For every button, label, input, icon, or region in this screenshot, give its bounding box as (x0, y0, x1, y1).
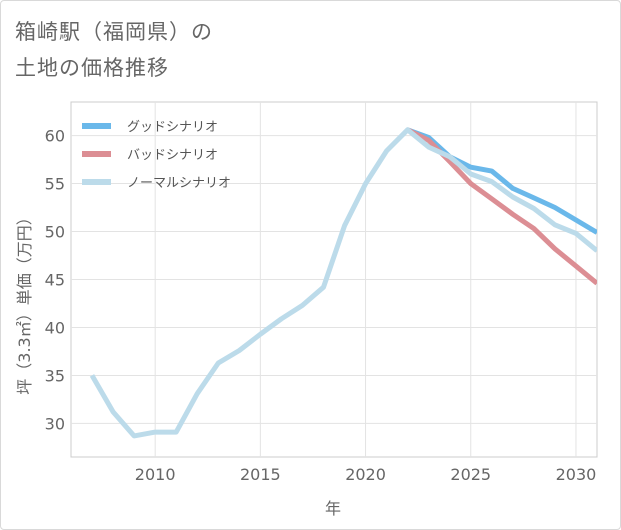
y-tick-label: 30 (45, 414, 65, 433)
x-tick-label: 2025 (450, 465, 491, 484)
y-tick-label: 45 (45, 271, 65, 290)
legend-label: グッドシナリオ (127, 120, 218, 135)
x-tick-label: 2030 (556, 465, 597, 484)
y-axis-title: 坪（3.3㎡）単価（万円） (15, 209, 34, 394)
y-tick-label: 60 (45, 127, 65, 146)
y-tick-label: 55 (45, 175, 65, 194)
x-tick-label: 2015 (240, 465, 281, 484)
y-tick-label: 50 (45, 223, 65, 242)
chart-title: 箱崎駅（福岡県）の 土地の価格推移 (15, 14, 213, 86)
legend-label: バッドシナリオ (127, 148, 218, 163)
y-tick-label: 35 (45, 366, 65, 385)
chart-title-line-2: 土地の価格推移 (15, 56, 169, 80)
series-lines (89, 127, 597, 439)
legend-label: ノーマルシナリオ (127, 176, 231, 191)
y-axis-ticks: 30 35 40 45 50 55 60 (45, 127, 65, 434)
x-tick-label: 2010 (135, 465, 176, 484)
series-line-1 (406, 127, 597, 235)
x-axis-ticks: 2010 2015 2020 2025 2030 (135, 465, 597, 484)
grid-lines (71, 102, 597, 457)
y-tick-label: 40 (45, 318, 65, 337)
x-tick-label: 2020 (345, 465, 386, 484)
series-line-3 (89, 127, 597, 439)
x-axis-title: 年 (325, 499, 341, 518)
chart-title-line-1: 箱崎駅（福岡県）の (15, 20, 213, 44)
